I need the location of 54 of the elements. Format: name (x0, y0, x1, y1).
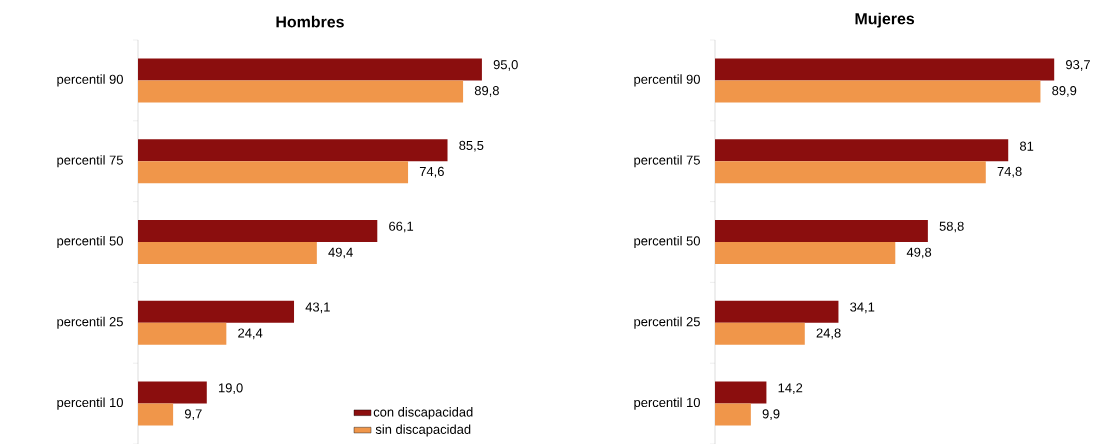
data-label: 93,7 (1066, 60, 1090, 71)
data-label: 66,1 (389, 221, 414, 233)
y-tick-label: percentil 50 (57, 235, 123, 249)
data-label: 34,1 (850, 302, 875, 314)
data-label: 58,8 (939, 221, 964, 233)
data-label: 24,8 (816, 328, 841, 340)
y-tick-label: percentil 75 (634, 155, 700, 168)
y-tick-label: percentil 75 (57, 155, 123, 168)
data-label: 49,4 (328, 247, 353, 259)
bar (138, 58, 482, 81)
bar (715, 139, 1009, 162)
data-label: 9,9 (762, 409, 780, 420)
data-label: 24,4 (238, 328, 263, 340)
bar (138, 219, 378, 242)
chart-title: Mujeres (855, 12, 915, 28)
bar (715, 300, 839, 323)
bar (138, 241, 317, 264)
bar (138, 80, 464, 103)
bar (138, 381, 207, 404)
legend-label: con discapacidad (373, 407, 473, 420)
data-label: 81 (1019, 141, 1034, 151)
data-label: 43,1 (305, 302, 330, 314)
y-tick-label: percentil 25 (634, 316, 700, 329)
y-tick-label: percentil 10 (57, 397, 123, 410)
bar (715, 219, 928, 242)
data-label: 74,8 (997, 166, 1022, 178)
data-label: 19,0 (218, 383, 243, 394)
y-tick-label: percentil 10 (634, 397, 700, 410)
data-label: 9,7 (184, 409, 202, 420)
bar (715, 381, 767, 404)
y-tick-label: percentil 90 (57, 74, 123, 87)
y-tick-label: percentil 90 (634, 74, 700, 87)
bar (138, 139, 448, 162)
bar (138, 300, 295, 323)
y-tick-label: percentil 25 (57, 316, 123, 329)
chart-title: Hombres (276, 15, 344, 28)
data-label: 89,9 (1052, 86, 1077, 97)
data-label: 14,2 (778, 383, 803, 394)
bar (715, 58, 1055, 81)
bar (138, 403, 174, 426)
bar (138, 161, 409, 184)
bar (715, 161, 986, 184)
legend-label: sin discapacidad (375, 424, 471, 437)
bar (715, 322, 805, 345)
data-label: 74,6 (419, 166, 444, 178)
data-label: 85,5 (459, 140, 484, 152)
bar (715, 403, 751, 426)
data-label: 95,0 (493, 60, 518, 71)
bar (715, 241, 896, 264)
data-label: 49,8 (906, 247, 932, 259)
bar (715, 80, 1041, 103)
y-tick-label: percentil 50 (634, 235, 700, 249)
bar (138, 322, 227, 345)
data-label: 89,8 (474, 86, 499, 97)
